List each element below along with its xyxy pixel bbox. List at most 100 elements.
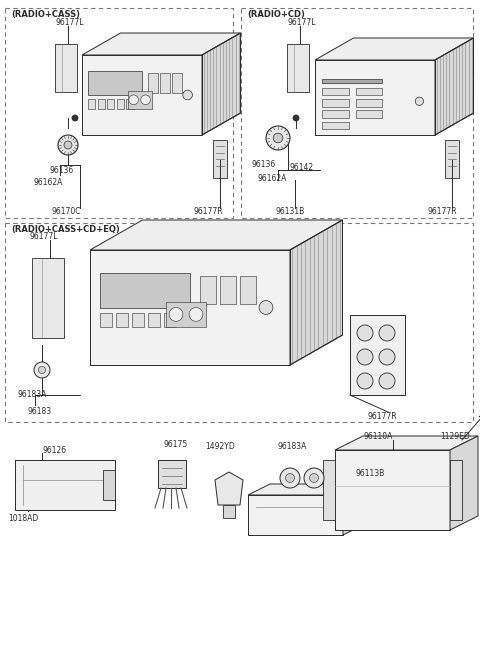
Polygon shape — [158, 460, 186, 488]
Circle shape — [304, 468, 324, 488]
Polygon shape — [335, 436, 478, 450]
Circle shape — [357, 373, 373, 389]
Bar — [132, 313, 144, 327]
Bar — [160, 73, 169, 92]
Circle shape — [286, 474, 295, 483]
Bar — [322, 110, 348, 118]
Bar — [100, 313, 112, 327]
Bar — [200, 276, 216, 304]
Circle shape — [64, 141, 72, 149]
Circle shape — [46, 272, 50, 276]
Polygon shape — [290, 220, 343, 365]
Bar — [116, 313, 128, 327]
Bar — [166, 302, 206, 327]
Circle shape — [296, 80, 300, 85]
Circle shape — [325, 498, 333, 506]
Bar — [356, 99, 382, 107]
Text: 96113B: 96113B — [355, 469, 384, 478]
Text: 96177R: 96177R — [428, 207, 457, 216]
Polygon shape — [350, 315, 405, 395]
Text: 96177R: 96177R — [193, 207, 223, 216]
Circle shape — [183, 90, 192, 100]
Circle shape — [60, 490, 70, 500]
Text: 96136: 96136 — [50, 166, 74, 175]
Polygon shape — [248, 495, 343, 535]
Circle shape — [259, 301, 273, 314]
Bar — [322, 88, 348, 95]
Text: 96136: 96136 — [252, 160, 276, 169]
Polygon shape — [215, 472, 243, 505]
Bar — [5, 8, 233, 218]
Circle shape — [296, 51, 300, 56]
Polygon shape — [343, 484, 365, 535]
Circle shape — [379, 373, 395, 389]
Circle shape — [325, 474, 333, 482]
Circle shape — [38, 366, 46, 373]
Polygon shape — [202, 33, 240, 135]
Polygon shape — [435, 38, 473, 135]
Circle shape — [415, 97, 423, 105]
Text: 96131B: 96131B — [276, 207, 305, 216]
Polygon shape — [32, 258, 64, 338]
Polygon shape — [90, 220, 343, 250]
Bar — [97, 99, 105, 109]
Bar — [240, 276, 256, 304]
Text: 96110A: 96110A — [363, 432, 392, 441]
Bar — [117, 99, 124, 109]
Circle shape — [46, 320, 50, 324]
Bar — [241, 8, 473, 218]
Text: 96177L: 96177L — [287, 18, 315, 27]
Bar — [5, 223, 473, 422]
Bar — [148, 73, 157, 92]
Circle shape — [357, 325, 373, 341]
Bar — [88, 71, 142, 95]
Circle shape — [129, 95, 138, 105]
Circle shape — [379, 349, 395, 365]
Polygon shape — [82, 33, 240, 55]
Text: 96177L: 96177L — [55, 18, 84, 27]
Bar — [148, 313, 160, 327]
Polygon shape — [450, 460, 462, 520]
Bar — [356, 110, 382, 118]
Bar — [172, 73, 181, 92]
Circle shape — [357, 349, 373, 365]
Text: 96183A: 96183A — [18, 390, 48, 399]
Bar — [164, 313, 176, 327]
Circle shape — [189, 307, 203, 322]
Text: 96162A: 96162A — [34, 178, 63, 187]
Polygon shape — [55, 44, 77, 92]
Polygon shape — [323, 460, 335, 520]
Circle shape — [296, 66, 300, 71]
Bar — [347, 472, 387, 484]
Text: 96126: 96126 — [43, 446, 67, 455]
Circle shape — [273, 133, 283, 143]
Circle shape — [141, 95, 150, 105]
Circle shape — [325, 516, 331, 522]
Bar — [220, 276, 236, 304]
Text: 96177L: 96177L — [30, 232, 59, 241]
Polygon shape — [315, 60, 435, 135]
Polygon shape — [445, 140, 459, 178]
Circle shape — [310, 474, 319, 483]
Circle shape — [63, 66, 69, 71]
Circle shape — [63, 51, 69, 56]
Bar — [126, 99, 133, 109]
Bar — [322, 79, 382, 83]
Circle shape — [46, 295, 50, 301]
Polygon shape — [213, 140, 227, 178]
Text: 96170C: 96170C — [52, 207, 82, 216]
Circle shape — [379, 325, 395, 341]
Polygon shape — [248, 484, 365, 495]
Text: 96183: 96183 — [28, 407, 52, 416]
Polygon shape — [90, 250, 290, 365]
Polygon shape — [223, 505, 235, 518]
Text: 96162A: 96162A — [258, 174, 288, 183]
Bar — [322, 99, 348, 107]
Bar — [128, 91, 152, 109]
Circle shape — [169, 307, 183, 322]
Bar — [322, 121, 348, 129]
Text: 1018AD: 1018AD — [8, 514, 38, 523]
Polygon shape — [15, 460, 115, 510]
Polygon shape — [315, 38, 473, 60]
Circle shape — [34, 362, 50, 378]
